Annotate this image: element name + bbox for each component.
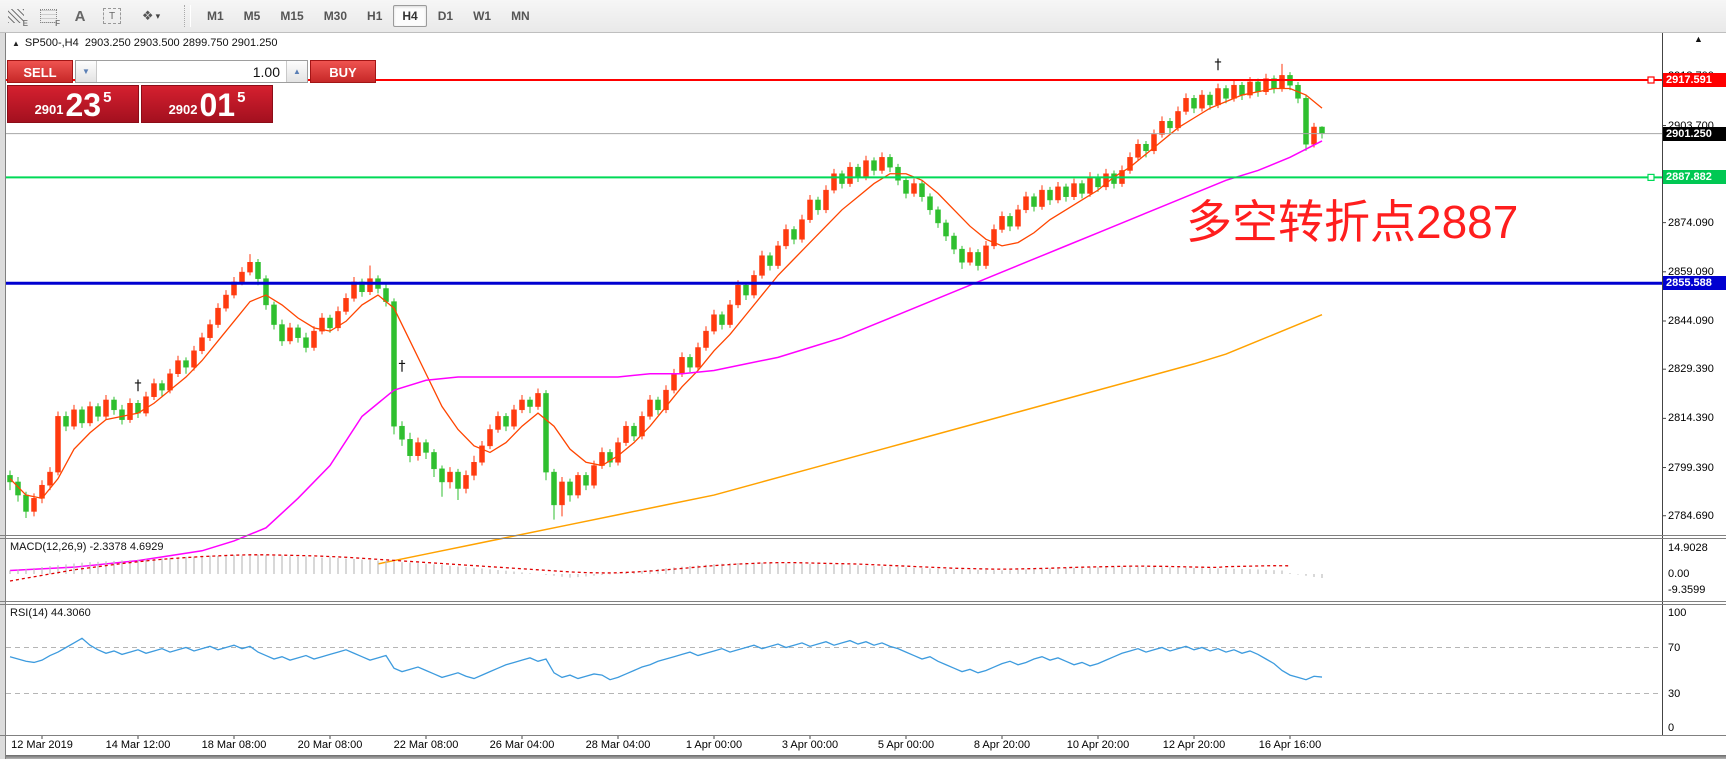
bid-price-tile[interactable]: 2901 23 5 <box>7 85 139 123</box>
time-tick-label: 12 Apr 20:00 <box>1162 739 1226 751</box>
pane-splitter[interactable] <box>0 538 1726 539</box>
pane-splitter[interactable] <box>0 535 1726 536</box>
time-tick-label: 14 Mar 12:00 <box>105 739 171 751</box>
time-tick-label: 10 Apr 20:00 <box>1066 739 1130 751</box>
svg-text:†: † <box>399 358 406 374</box>
chevron-down-icon: ▾ <box>155 10 161 21</box>
pane-splitter[interactable] <box>0 604 1726 605</box>
time-tick-label: 20 Mar 08:00 <box>297 739 363 751</box>
objects-dropdown-icon[interactable]: ❖ ▾ <box>141 8 161 23</box>
ask-price-tile[interactable]: 2902 01 5 <box>141 85 273 123</box>
timeframe-d1[interactable]: D1 <box>437 9 454 23</box>
time-tick-label: 5 Apr 00:00 <box>877 739 935 751</box>
left-gutter <box>0 33 6 759</box>
chart-title: ▲ SP500-,H4 2903.250 2903.500 2899.750 29… <box>12 37 278 49</box>
svg-text:†: † <box>135 378 142 394</box>
time-tick-label: 26 Mar 04:00 <box>489 739 555 751</box>
price-tag: 2917.591 <box>1663 73 1726 87</box>
timeframe-h4[interactable]: H4 <box>393 5 427 27</box>
rsi-indicator-label: RSI(14) 44.3060 <box>10 607 91 619</box>
macd-indicator-label: MACD(12,26,9) -2.3378 4.6929 <box>10 541 164 553</box>
macd-axis-label: 0.00 <box>1668 568 1690 580</box>
price-tick-label: 2799.390 <box>1668 461 1714 474</box>
price-tick-label: 2814.390 <box>1668 412 1714 425</box>
timeframe-m1[interactable]: M1 <box>207 9 224 23</box>
timeframe-mn[interactable]: MN <box>511 9 530 23</box>
text-tool-icon[interactable]: A <box>74 7 86 25</box>
timeframe-bar: M1 M5 M15 M30 H1 H4 D1 W1 MN <box>197 5 540 27</box>
volume-stepper: ▼ ▲ <box>75 60 308 83</box>
rsi-axis-label: 70 <box>1668 641 1681 654</box>
volume-increase-icon[interactable]: ▲ <box>286 61 307 82</box>
pane-splitter[interactable] <box>0 601 1726 602</box>
time-tick-label: 8 Apr 20:00 <box>973 739 1031 751</box>
price-tag: 2901.250 <box>1663 126 1726 141</box>
ohlc-readout: 2903.250 2903.500 2899.750 2901.250 <box>84 37 278 49</box>
chart-text-annotation[interactable]: 多空转折点2887 <box>1186 196 1519 248</box>
price-tick-label: 2859.090 <box>1668 265 1714 278</box>
price-tag: 2887.882 <box>1663 170 1726 185</box>
one-click-toggle-icon[interactable]: ▲ <box>12 39 20 48</box>
toolbar-separator <box>184 5 191 27</box>
timeframe-m5[interactable]: M5 <box>243 9 261 23</box>
volume-decrease-icon[interactable]: ▼ <box>76 61 97 82</box>
price-tick-label: 2829.390 <box>1668 363 1714 376</box>
rsi-axis-label: 0 <box>1668 722 1675 734</box>
price-tick-label: 2844.090 <box>1668 314 1714 327</box>
text-label-icon[interactable]: T <box>99 4 125 28</box>
time-tick-label: 28 Mar 04:00 <box>585 739 651 751</box>
top-toolbar: E F A T ❖ ▾ M1 M5 M15 M30 H1 H4 D1 W1 MN <box>0 0 1726 33</box>
volume-input[interactable] <box>97 61 286 82</box>
symbol-period-label: SP500-,H4 <box>24 37 79 49</box>
rsi-axis-label: 30 <box>1668 687 1681 700</box>
time-axis-border <box>0 735 1726 736</box>
time-tick-label: 16 Apr 16:00 <box>1258 739 1322 751</box>
macd-axis-label: 14.9028 <box>1668 541 1708 554</box>
timeframe-m30[interactable]: M30 <box>323 9 348 23</box>
price-axis-border <box>1662 33 1663 735</box>
time-tick-label: 3 Apr 00:00 <box>781 739 839 751</box>
time-tick-label: 22 Mar 08:00 <box>393 739 459 751</box>
price-tick-label: 2784.690 <box>1668 509 1714 522</box>
price-tag: 2855.588 <box>1663 276 1726 291</box>
macd-axis-label: -9.3599 <box>1668 584 1706 597</box>
price-tick-label: 2874.090 <box>1668 216 1714 229</box>
expert-advisor-icon[interactable]: E <box>3 4 29 28</box>
grid-icon[interactable]: F <box>35 4 61 28</box>
timeframe-h1[interactable]: H1 <box>367 9 383 23</box>
time-tick-label: 12 Mar 2019 <box>11 739 73 751</box>
rsi-axis-label: 100 <box>1668 607 1687 619</box>
svg-text:†: † <box>1215 57 1222 73</box>
timeframe-m15[interactable]: M15 <box>280 9 304 23</box>
time-tick-label: 18 Mar 08:00 <box>201 739 267 751</box>
time-tick-label: 1 Apr 00:00 <box>685 739 743 751</box>
one-click-trading-panel: SELL ▼ ▲ BUY 2901 23 5 2902 01 5 <box>7 60 376 123</box>
timeframe-w1[interactable]: W1 <box>473 9 492 23</box>
buy-button[interactable]: BUY <box>310 60 376 83</box>
sell-button[interactable]: SELL <box>7 60 73 83</box>
scroll-end-icon[interactable]: ▲ <box>1694 34 1703 44</box>
window-bottom-edge <box>0 755 1726 759</box>
